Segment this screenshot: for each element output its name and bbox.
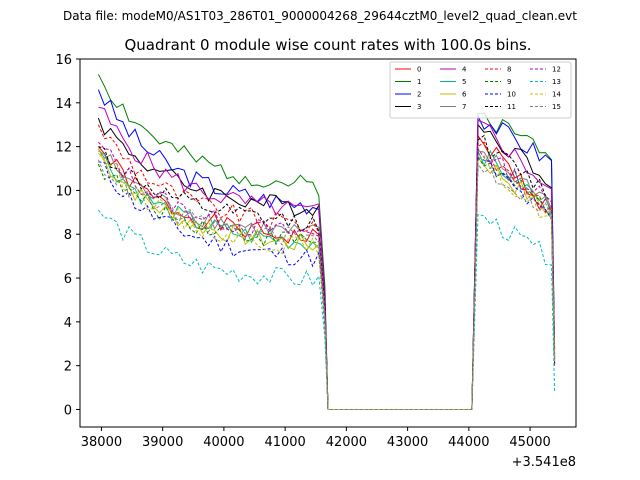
series-line-15 bbox=[97, 159, 556, 410]
y-tick-label: 6 bbox=[64, 272, 72, 287]
legend-label-12: 12 bbox=[552, 66, 561, 74]
series-line-2 bbox=[97, 89, 556, 410]
series-line-8 bbox=[97, 124, 556, 410]
legend-label-10: 10 bbox=[507, 91, 516, 99]
legend-label-6: 6 bbox=[462, 91, 467, 99]
x-tick-label: 40000 bbox=[203, 435, 244, 450]
legend-label-4: 4 bbox=[462, 66, 467, 74]
series-line-14 bbox=[97, 148, 556, 410]
legend-label-8: 8 bbox=[507, 66, 511, 74]
legend-label-5: 5 bbox=[462, 78, 466, 86]
series-line-5 bbox=[98, 149, 556, 410]
y-tick-label: 12 bbox=[55, 141, 72, 156]
legend-label-9: 9 bbox=[507, 78, 511, 86]
legend-label-2: 2 bbox=[417, 91, 421, 99]
y-tick-label: 0 bbox=[64, 403, 72, 418]
legend-label-3: 3 bbox=[417, 103, 421, 111]
legend-label-1: 1 bbox=[417, 78, 421, 86]
x-tick-label: 44000 bbox=[448, 435, 489, 450]
legend-label-11: 11 bbox=[507, 103, 516, 111]
y-tick-label: 2 bbox=[64, 360, 72, 375]
y-tick-label: 8 bbox=[64, 228, 72, 243]
series-line-12 bbox=[98, 141, 556, 410]
x-tick-label: 45000 bbox=[509, 435, 550, 450]
legend-label-0: 0 bbox=[417, 66, 421, 74]
axes-frame bbox=[79, 58, 577, 428]
series-line-1 bbox=[97, 74, 556, 410]
legend-label-15: 15 bbox=[552, 103, 561, 111]
series-line-11 bbox=[98, 134, 556, 410]
y-tick-label: 4 bbox=[64, 316, 72, 331]
x-tick-label: 42000 bbox=[326, 435, 367, 450]
x-tick-label: 39000 bbox=[142, 435, 183, 450]
series-line-9 bbox=[97, 156, 556, 410]
series-line-13 bbox=[98, 209, 556, 410]
legend-box bbox=[389, 61, 572, 119]
legend-label-13: 13 bbox=[552, 78, 561, 86]
series-line-6 bbox=[98, 152, 556, 410]
axes: 38000 39000 40000 41000 42000 43000 44000 45000… bbox=[55, 53, 577, 450]
series-line-0 bbox=[98, 134, 556, 410]
x-tick-label: 41000 bbox=[264, 435, 305, 450]
legend-label-14: 14 bbox=[552, 91, 561, 99]
x-offset-label: +3.541e8 bbox=[512, 455, 576, 470]
y-tick-label: 16 bbox=[55, 53, 72, 68]
x-tick-label: 43000 bbox=[387, 435, 428, 450]
legend-label-7: 7 bbox=[462, 103, 466, 111]
series-line-7 bbox=[97, 148, 556, 410]
chart-title: Quadrant 0 module wise count rates with … bbox=[124, 36, 531, 54]
y-tick-label: 10 bbox=[55, 184, 72, 199]
x-tick-label: 38000 bbox=[81, 435, 122, 450]
y-tick-label: 14 bbox=[55, 97, 72, 112]
plot-area bbox=[97, 74, 556, 410]
series-line-10 bbox=[98, 156, 556, 410]
series-line-3 bbox=[97, 117, 556, 410]
chart-suptitle: Data file: modeM0/AS1T03_286T01_90000042… bbox=[63, 9, 577, 23]
